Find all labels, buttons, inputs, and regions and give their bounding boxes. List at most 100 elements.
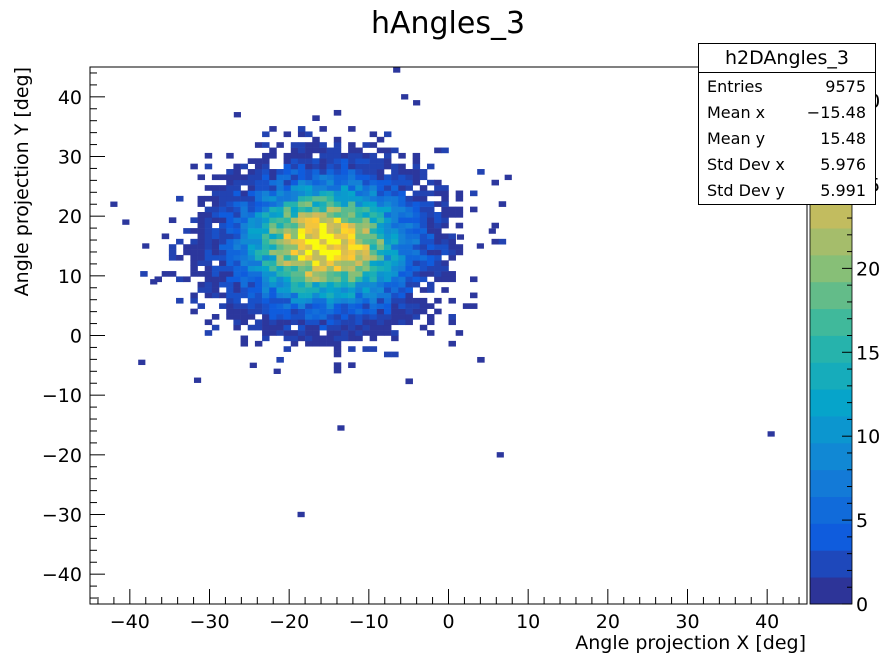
heatmap-cell bbox=[226, 222, 234, 229]
heatmap-cell bbox=[290, 201, 299, 207]
heatmap-cell bbox=[283, 206, 292, 213]
heatmap-cell bbox=[204, 271, 213, 277]
heatmap-cell bbox=[254, 254, 263, 261]
heatmap-cell bbox=[340, 152, 349, 159]
heatmap-cell bbox=[348, 254, 356, 261]
heatmap-cell bbox=[455, 190, 464, 197]
heatmap-cell bbox=[276, 249, 284, 256]
heatmap-cell bbox=[233, 287, 241, 293]
heatmap-cell bbox=[470, 206, 478, 213]
heatmap-cell bbox=[441, 276, 449, 283]
heatmap-cell bbox=[355, 287, 363, 293]
heatmap-cell bbox=[226, 174, 234, 181]
heatmap-cell bbox=[348, 169, 356, 175]
heatmap-cell bbox=[297, 297, 306, 304]
heatmap-cell bbox=[441, 271, 449, 277]
heatmap-cell bbox=[319, 206, 327, 213]
heatmap-cell bbox=[383, 265, 392, 272]
stats-label: Std Dev x bbox=[707, 155, 785, 174]
stats-row-std-x: Std Dev x 5.976 bbox=[707, 155, 866, 180]
heatmap-cell bbox=[283, 287, 292, 293]
heatmap-cell bbox=[233, 206, 241, 213]
heatmap-cell bbox=[376, 233, 385, 240]
heatmap-cell bbox=[297, 163, 306, 170]
heatmap-cell bbox=[247, 185, 256, 191]
heatmap-cell bbox=[383, 206, 392, 213]
heatmap-cell bbox=[233, 211, 241, 218]
heatmap-cell bbox=[391, 206, 399, 213]
heatmap-cell bbox=[326, 281, 335, 288]
heatmap-cell bbox=[376, 308, 385, 315]
heatmap-cell bbox=[254, 179, 263, 186]
heatmap-cell bbox=[219, 265, 227, 272]
heatmap-cell bbox=[305, 335, 313, 342]
heatmap-cell bbox=[283, 281, 292, 288]
colorbar-segment bbox=[810, 201, 852, 229]
heatmap-cell bbox=[348, 249, 356, 256]
outlier-cell bbox=[476, 243, 484, 249]
heatmap-cell bbox=[247, 169, 256, 175]
heatmap-cell bbox=[333, 222, 342, 229]
heatmap-cell bbox=[312, 330, 320, 336]
stats-row-std-y: Std Dev y 5.991 bbox=[707, 181, 866, 206]
heatmap-cell bbox=[190, 249, 198, 256]
heatmap-cell bbox=[369, 314, 378, 320]
heatmap-cell bbox=[362, 190, 370, 197]
heatmap-cell bbox=[455, 206, 464, 213]
heatmap-cell bbox=[262, 324, 270, 331]
heatmap-cell bbox=[219, 211, 227, 218]
colorbar-segment bbox=[810, 335, 852, 363]
heatmap-cell bbox=[398, 206, 406, 213]
heatmap-cell bbox=[448, 276, 456, 283]
heatmap-cell bbox=[233, 195, 241, 202]
heatmap-cell bbox=[348, 260, 356, 266]
heatmap-cell bbox=[211, 287, 220, 293]
heatmap-cell bbox=[319, 126, 327, 132]
heatmap-cell bbox=[333, 287, 342, 293]
y-tick-labels: 40 30 20 10 0 −10 −20 −30 −40 bbox=[42, 87, 82, 586]
heatmap-cell bbox=[426, 206, 435, 213]
heatmap-cell bbox=[269, 195, 277, 202]
heatmap-cell bbox=[369, 244, 378, 250]
heatmap-cell bbox=[362, 169, 370, 175]
heatmap-cell bbox=[290, 211, 299, 218]
heatmap-cell bbox=[204, 152, 213, 159]
heatmap-cell bbox=[383, 254, 392, 261]
heatmap-cell bbox=[233, 271, 241, 277]
heatmap-cell bbox=[412, 174, 421, 181]
heatmap-cell bbox=[326, 222, 335, 229]
heatmap-cell bbox=[262, 260, 270, 266]
heatmap-cell bbox=[262, 163, 270, 170]
heatmap-cell bbox=[305, 185, 313, 191]
heatmap-cell bbox=[376, 228, 385, 234]
heatmap-cell bbox=[326, 152, 335, 159]
heatmap-cell bbox=[340, 330, 349, 336]
heatmap-cell bbox=[412, 271, 421, 277]
heatmap-cells bbox=[140, 109, 507, 385]
heatmap-cell bbox=[348, 217, 356, 224]
heatmap-cell bbox=[391, 308, 399, 315]
heatmap-cell bbox=[340, 335, 349, 342]
heatmap-cell bbox=[276, 330, 284, 336]
heatmap-cell bbox=[269, 179, 277, 186]
heatmap-cell bbox=[333, 346, 342, 352]
heatmap-cell bbox=[333, 195, 342, 202]
heatmap-cell bbox=[262, 319, 270, 326]
colorbar-segment bbox=[810, 362, 852, 390]
heatmap-cell bbox=[219, 222, 227, 229]
heatmap-cell bbox=[297, 158, 306, 164]
heatmap-cell bbox=[161, 233, 170, 240]
heatmap-cell bbox=[290, 335, 299, 342]
heatmap-cell bbox=[297, 195, 306, 202]
heatmap-cell bbox=[305, 201, 313, 207]
heatmap-cell bbox=[391, 233, 399, 240]
heatmap-cell bbox=[204, 211, 213, 218]
heatmap-cell bbox=[254, 185, 263, 191]
heatmap-cell bbox=[290, 287, 299, 293]
heatmap-cell bbox=[348, 292, 356, 299]
heatmap-cell bbox=[240, 249, 249, 256]
heatmap-cell bbox=[412, 238, 421, 245]
heatmap-cell bbox=[269, 314, 277, 320]
stats-value: 5.976 bbox=[820, 155, 866, 174]
heatmap-cell bbox=[297, 308, 306, 315]
